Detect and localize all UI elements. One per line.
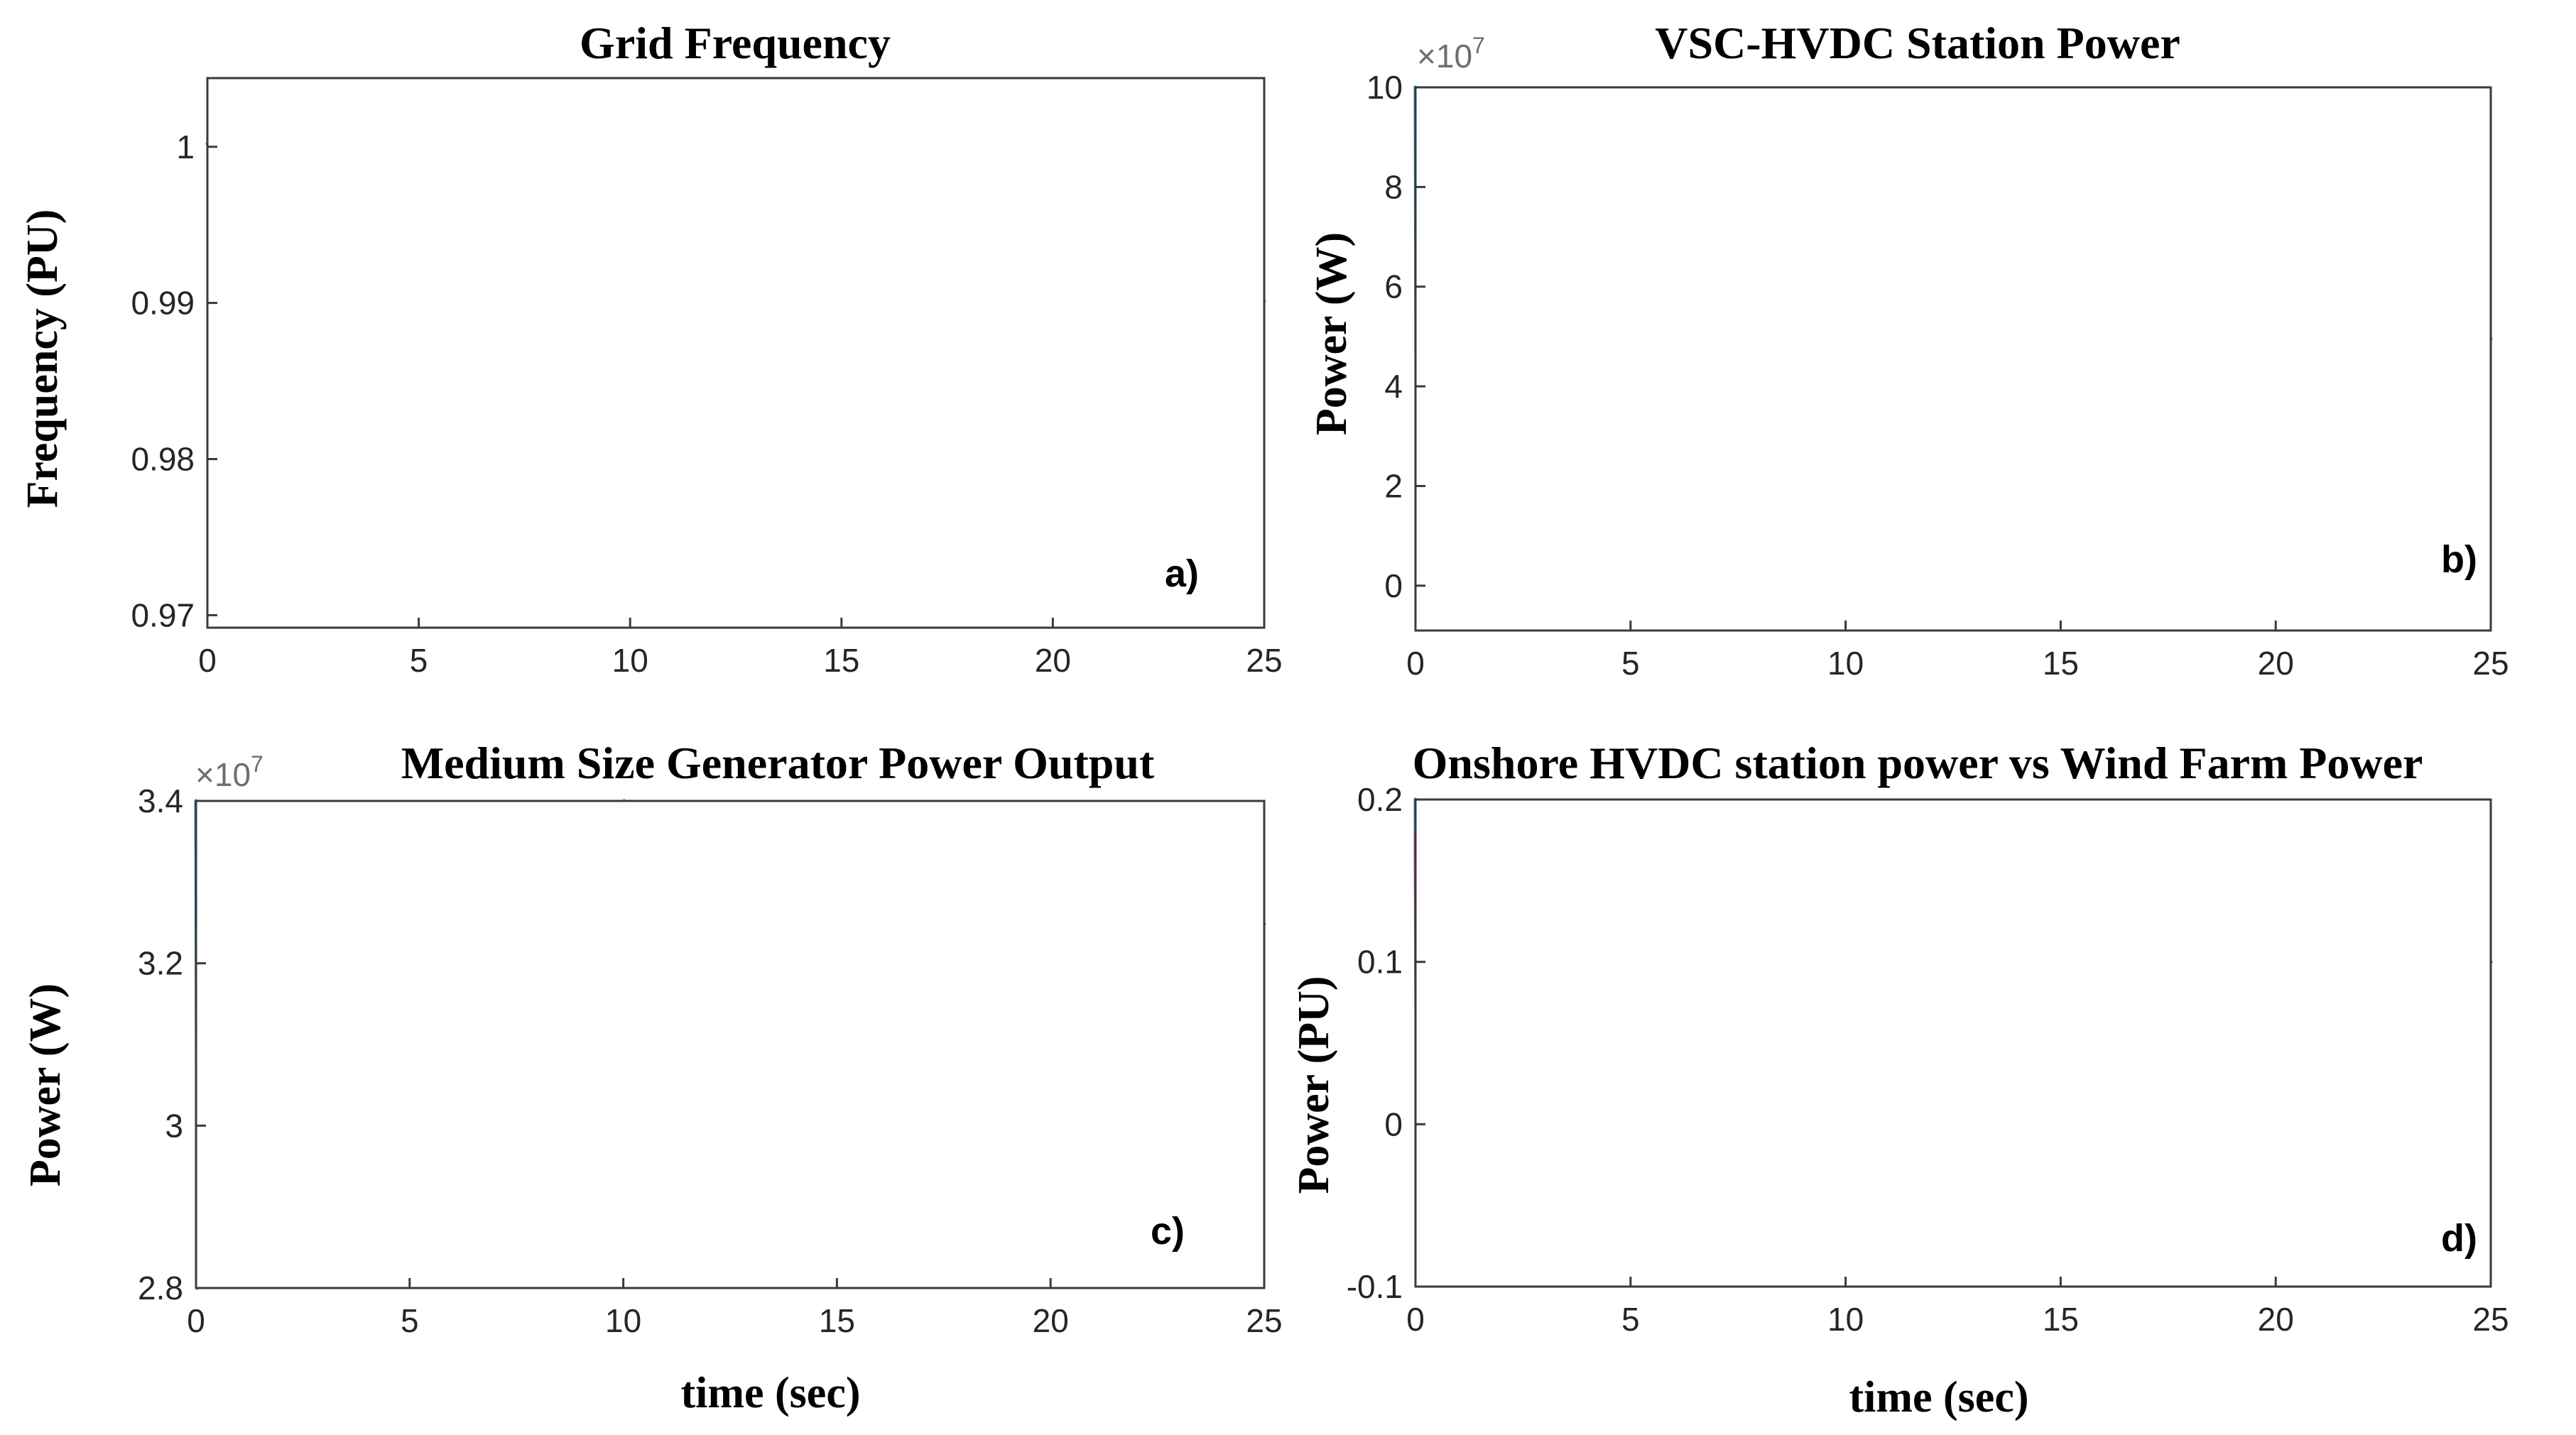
panel-a-axes-frame xyxy=(206,77,1266,629)
panel-d-xtick-label-5: 25 xyxy=(2472,1301,2509,1338)
panel-a-xtick-label-4: 20 xyxy=(1035,642,1071,679)
panel-d-xlabel: time (sec) xyxy=(1849,1373,2029,1422)
panel-c-xtick-label-0: 0 xyxy=(187,1302,205,1339)
panel-d-letter: d) xyxy=(2441,1217,2477,1260)
panel-d-ytick-label-0: -0.1 xyxy=(1347,1268,1403,1305)
panel-c-exponent-power: 7 xyxy=(251,751,263,777)
panel-a-xtick-label-0: 0 xyxy=(198,642,217,679)
panel-a-letter: a) xyxy=(1165,552,1199,595)
panel-c-xtick-label-2: 10 xyxy=(605,1302,641,1339)
panel-b-exponent: ×107 xyxy=(1417,33,1485,75)
panel-c-ylabel: Power (W) xyxy=(21,983,70,1186)
panel-d-xtick-label-2: 10 xyxy=(1827,1301,1864,1338)
panel-d-plot: 0 5 10 15 20 25-0.100.10.2 xyxy=(1347,781,2509,1338)
panel-d-xtick-label-1: 5 xyxy=(1621,1301,1640,1338)
panel-d-title: Onshore HVDC station power vs Wind Farm … xyxy=(1413,738,2423,788)
panel-a-xtick-label-2: 10 xyxy=(612,642,648,679)
panel-d-xtick-label-0: 0 xyxy=(1406,1301,1425,1338)
panel-c-xtick-label-4: 20 xyxy=(1033,1302,1069,1339)
panel-c-ytick-label-1: 3 xyxy=(165,1107,183,1144)
panel-a-ytick-label-2: 0.99 xyxy=(131,285,195,322)
panel-b-axes-frame xyxy=(1414,86,2492,632)
panel-d-ytick-label-2: 0.1 xyxy=(1357,944,1403,981)
panel-b-ytick-label-2: 4 xyxy=(1384,368,1403,405)
panel-b-ylabel: Power (W) xyxy=(1308,232,1356,435)
panel-a-ylabel: Frequency (PU) xyxy=(18,209,67,508)
panel-c-title: Medium Size Generator Power Output xyxy=(401,738,1155,788)
panel-b-xtick-label-3: 15 xyxy=(2043,645,2079,682)
panel-b-exponent-power: 7 xyxy=(1472,33,1485,58)
panel-d-ylabel: Power (PU) xyxy=(1290,976,1338,1194)
panel-a-ytick-label-1: 0.98 xyxy=(131,441,195,478)
panel-c-xtick-label-3: 15 xyxy=(819,1302,855,1339)
panel-c: Medium Size Generator Power Output Power… xyxy=(21,738,1283,1417)
panel-c-ytick-label-2: 3.2 xyxy=(138,945,183,982)
panel-a-xtick-label-1: 5 xyxy=(410,642,428,679)
panel-a-title: Grid Frequency xyxy=(580,18,891,68)
panel-a-xtick-label-5: 25 xyxy=(1246,642,1282,679)
panel-c-axes-frame xyxy=(195,800,1266,1289)
panel-c-xtick-label-5: 25 xyxy=(1246,1302,1282,1339)
panel-c-xlabel: time (sec) xyxy=(681,1369,861,1417)
panel-a-ytick-label-0: 0.97 xyxy=(131,596,195,633)
panel-b-xtick-label-5: 25 xyxy=(2472,645,2509,682)
panel-b-ytick-label-5: 10 xyxy=(1366,69,1403,106)
panel-b-ytick-label-4: 8 xyxy=(1384,168,1403,205)
panel-d-ytick-label-1: 0 xyxy=(1384,1106,1403,1142)
panel-c-exponent-base: ×10 xyxy=(195,756,251,793)
panel-c-letter: c) xyxy=(1151,1210,1185,1253)
panel-c-ytick-label-3: 3.4 xyxy=(138,782,183,819)
panel-a-xtick-label-3: 15 xyxy=(823,642,859,679)
panel-d-ytick-label-3: 0.2 xyxy=(1357,781,1403,818)
panel-b-ytick-label-0: 0 xyxy=(1384,567,1403,604)
panel-d-axes-frame xyxy=(1414,798,2492,1288)
panel-b-xtick-label-2: 10 xyxy=(1827,645,1864,682)
panel-b-ytick-label-3: 6 xyxy=(1384,268,1403,305)
panel-b-xtick-label-0: 0 xyxy=(1406,645,1425,682)
panel-a-plot: 0 5 10 15 20 25 0.97 0.98 0.99 1 xyxy=(131,77,1283,679)
panel-b-title: VSC-HVDC Station Power xyxy=(1655,18,2180,68)
panel-b-letter: b) xyxy=(2441,538,2477,581)
panel-c-plot: 0 5 10 15 20 25 2.8 3 3.2 3.4 xyxy=(138,782,1283,1339)
panel-b-ytick-label-1: 2 xyxy=(1384,467,1403,504)
panel-d-xtick-label-3: 15 xyxy=(2043,1301,2079,1338)
panel-b-xtick-label-1: 5 xyxy=(1621,645,1640,682)
panel-a: Grid Frequency Frequency (PU) 0 5 10 15 20 25… xyxy=(18,18,1283,679)
panel-c-exponent: ×107 xyxy=(195,751,263,793)
panel-a-ytick-label-3: 1 xyxy=(176,129,195,165)
panel-b-exponent-base: ×10 xyxy=(1417,38,1472,75)
panel-d: Onshore HVDC station power vs Wind Farm … xyxy=(1290,738,2509,1422)
panel-b: VSC-HVDC Station Power Power (W) ×107 0 5… xyxy=(1308,18,2509,682)
panel-d-xtick-label-4: 20 xyxy=(2258,1301,2294,1338)
panel-b-plot: 0 5 10 15 20 25 0 2 4 6 8 10 xyxy=(1366,69,2509,682)
panel-c-ytick-label-0: 2.8 xyxy=(138,1270,183,1306)
panel-b-xtick-label-4: 20 xyxy=(2258,645,2294,682)
panel-c-xtick-label-1: 5 xyxy=(401,1302,419,1339)
